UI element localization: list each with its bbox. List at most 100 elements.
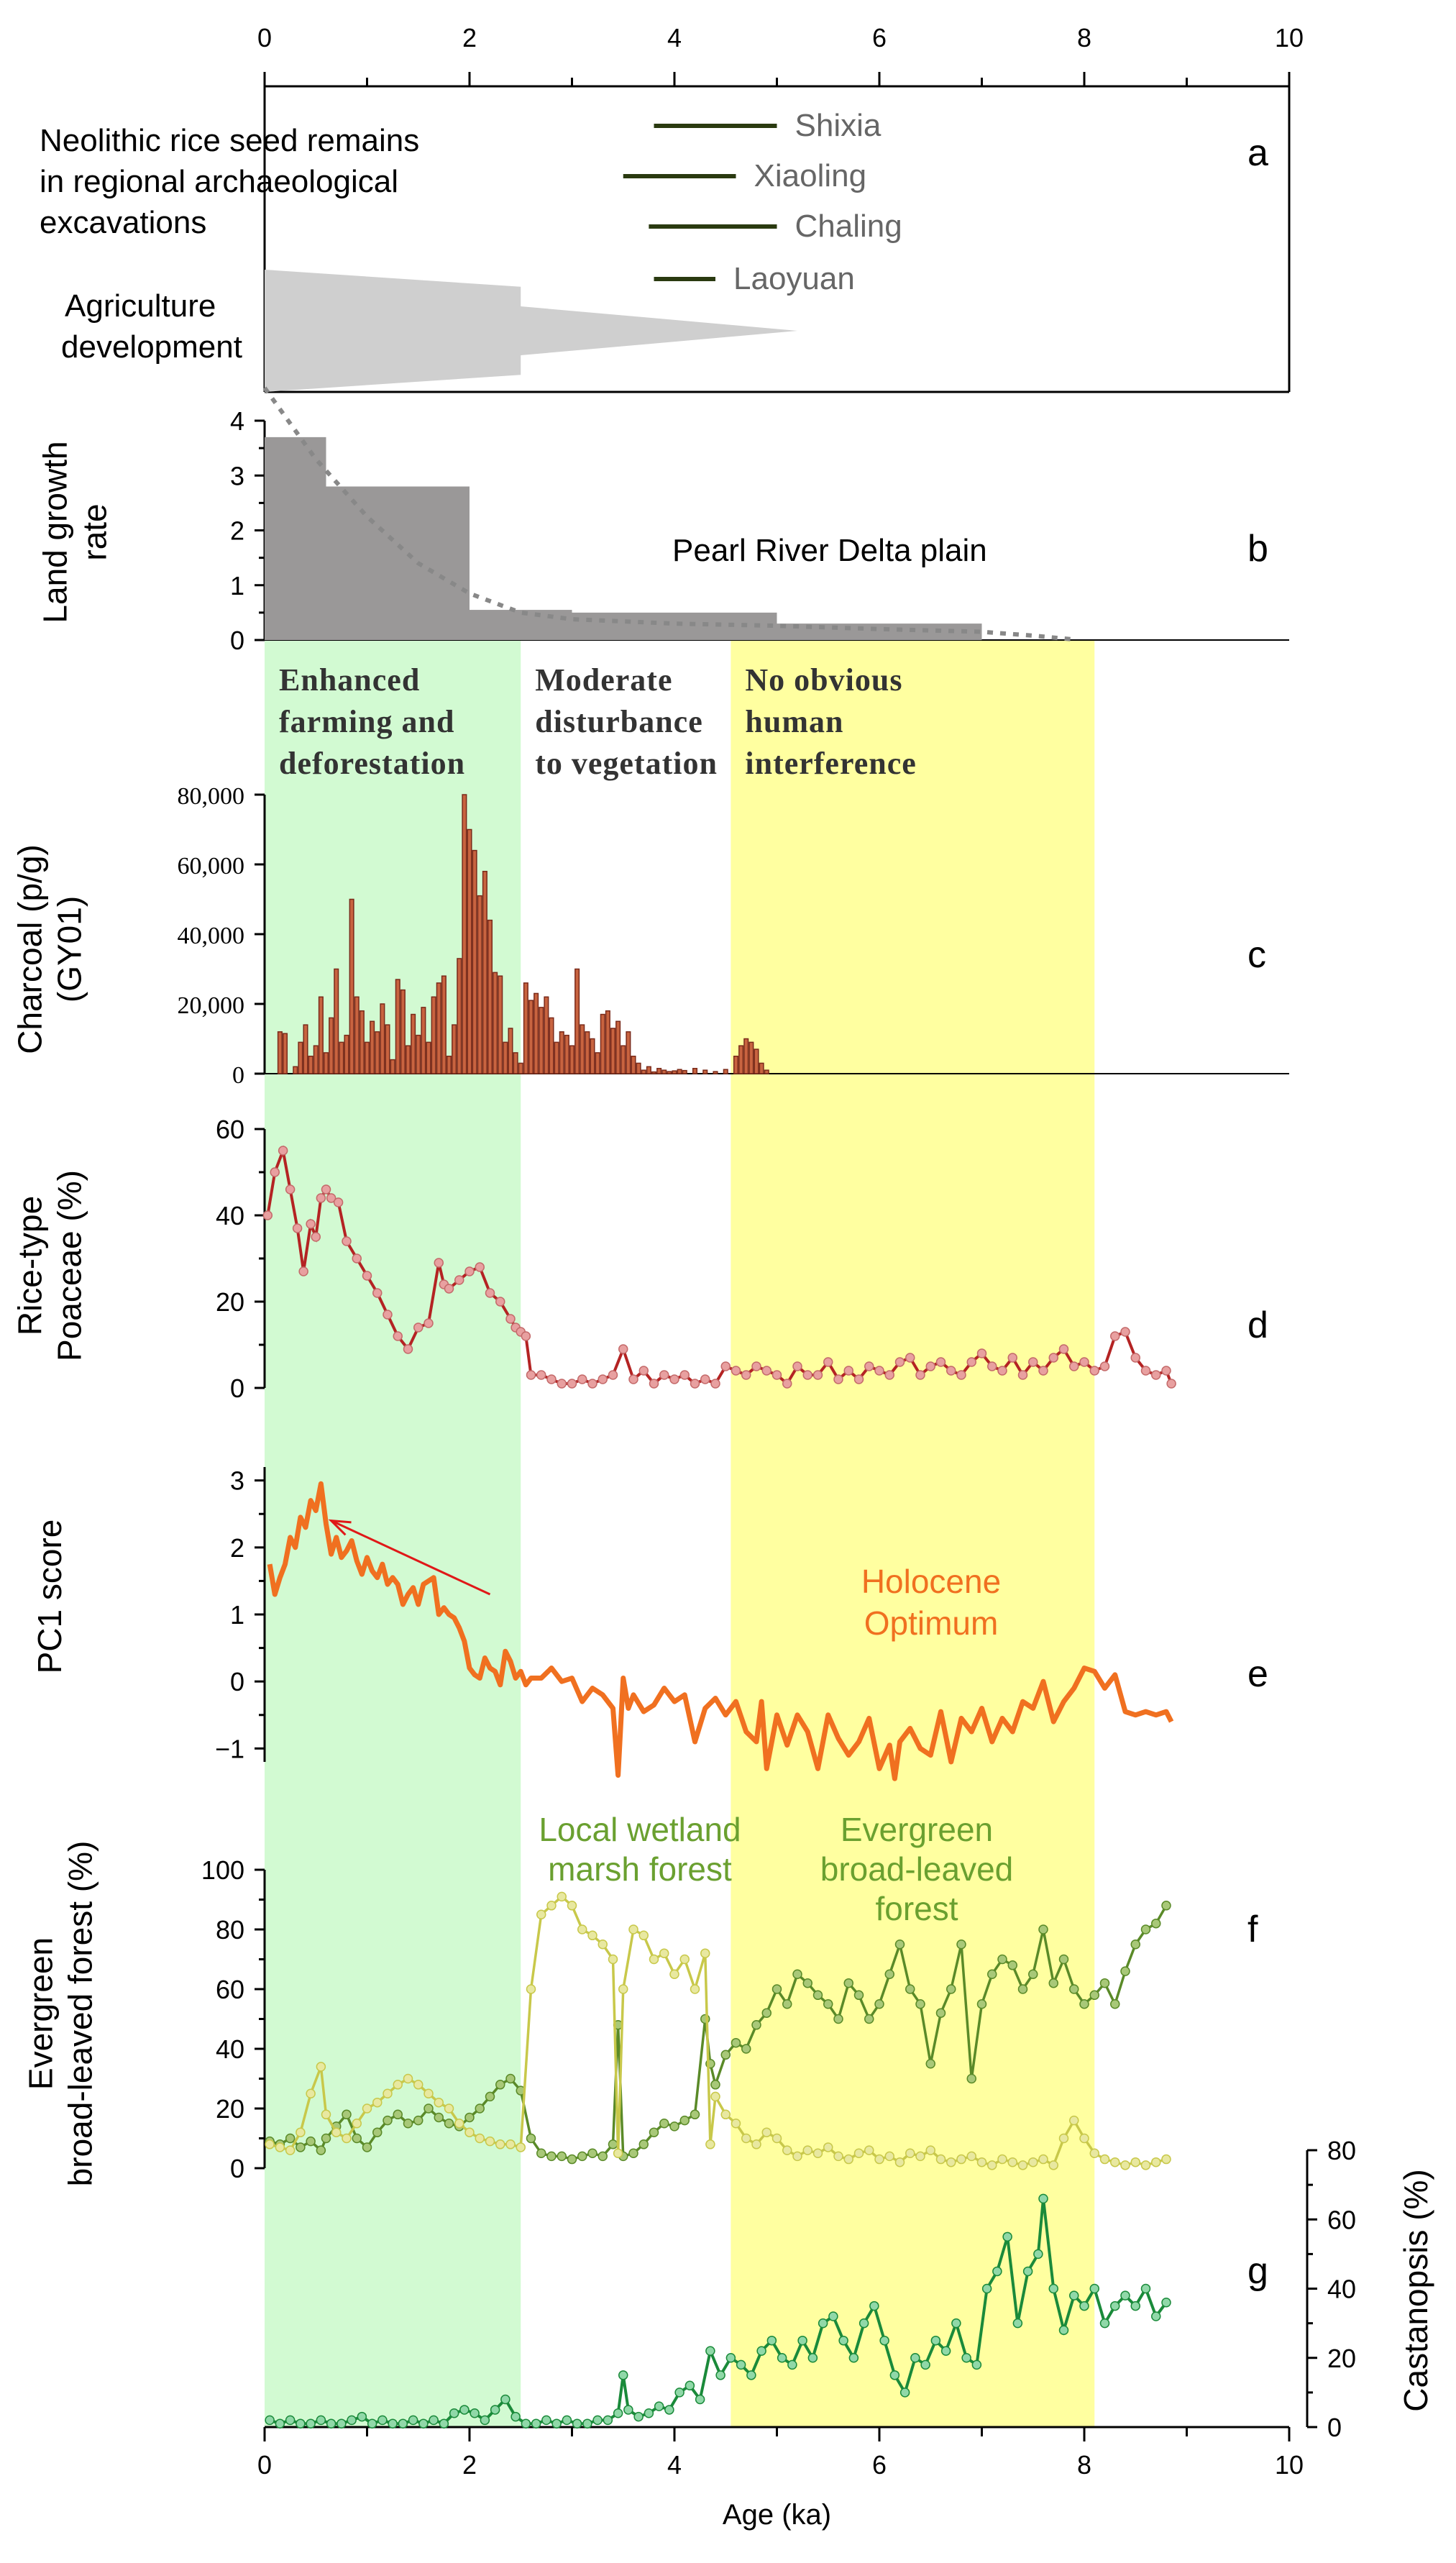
evergreen-forest-point <box>710 2080 720 2090</box>
evergreen-forest-point <box>403 2119 413 2129</box>
evergreen-forest-point <box>761 2008 772 2018</box>
rice-poaceae-point <box>669 1374 679 1384</box>
rice-poaceae-point <box>362 1271 372 1281</box>
castanopsis-point <box>347 2415 357 2426</box>
castanopsis-point <box>500 2394 510 2405</box>
wetland-forest-point <box>464 2127 475 2137</box>
panel-f-ylabel-line: Evergreen <box>22 1937 60 2090</box>
rice-poaceae-point <box>894 1357 905 1367</box>
castanopsis-point <box>367 2418 377 2429</box>
wetland-forest-point <box>731 2119 741 2129</box>
evergreen-forest-point <box>306 2136 316 2147</box>
panel-a-agri-label: development <box>61 329 242 365</box>
charcoal-bar <box>503 1041 508 1074</box>
rice-poaceae-point <box>782 1379 792 1389</box>
castanopsis-point <box>930 2335 941 2346</box>
wetland-forest-point <box>393 2080 403 2090</box>
rice-poaceae-point <box>342 1236 352 1246</box>
panel-c-ylabel-line: (GY01) <box>51 896 88 1002</box>
charcoal-bar <box>426 1041 431 1074</box>
evergreen-forest-point <box>690 2109 700 2120</box>
charcoal-bar <box>416 1034 421 1074</box>
wetland-forest-point <box>1120 2160 1130 2170</box>
evergreen-forest-point <box>874 1999 884 2009</box>
rice-poaceae-point <box>1161 1366 1171 1376</box>
panel-letter-f: f <box>1247 1909 1258 1950</box>
evergreen-forest-point <box>372 2127 383 2137</box>
castanopsis-point <box>1140 2283 1151 2294</box>
rice-poaceae-point <box>326 1193 336 1203</box>
rice-poaceae-point <box>262 1210 273 1220</box>
castanopsis-point <box>828 2311 838 2321</box>
wetland-forest-point <box>1161 2154 1171 2165</box>
wetland-forest-point <box>1151 2157 1161 2167</box>
bottom-x-tick-label: 10 <box>1275 2450 1304 2480</box>
rice-poaceae-point <box>659 1370 669 1380</box>
rice-poaceae-point <box>608 1370 618 1380</box>
charcoal-bar <box>759 1062 764 1074</box>
rice-poaceae-point <box>306 1219 316 1229</box>
charcoal-bar <box>308 1056 313 1074</box>
wetland-label: Local wetland <box>539 1811 741 1848</box>
charcoal-bar <box>692 1067 698 1074</box>
rice-poaceae-point <box>649 1379 659 1389</box>
castanopsis-point <box>971 2359 982 2370</box>
wetland-forest-point <box>618 1984 628 1994</box>
wetland-forest-point <box>1017 2160 1028 2170</box>
castanopsis-point <box>756 2346 766 2356</box>
wetland-forest-point <box>285 2145 296 2155</box>
castanopsis-point <box>838 2335 848 2346</box>
wetland-forest-point <box>956 2154 966 2165</box>
castanopsis-point <box>521 2418 531 2429</box>
charcoal-bar <box>452 1024 457 1074</box>
panel-letter-b: b <box>1247 528 1268 570</box>
charcoal-bar <box>323 1052 329 1074</box>
agriculture-wedge <box>265 270 797 392</box>
castanopsis-point <box>377 2415 388 2426</box>
rice-poaceae-point <box>464 1266 475 1276</box>
panel-e-y-tick-label: 1 <box>230 1600 244 1630</box>
rice-poaceae-point <box>1048 1353 1058 1363</box>
wetland-forest-point <box>638 1930 649 1941</box>
panel-a-label: in regional archaeological <box>40 164 398 199</box>
wetland-forest-point <box>1110 2157 1120 2167</box>
top-x-tick-label: 4 <box>667 23 682 52</box>
castanopsis-point <box>633 2411 644 2422</box>
panel-c-ylabel: Charcoal (p/g) (GY01) <box>12 844 88 1054</box>
castanopsis-point <box>879 2335 889 2346</box>
rice-poaceae-point <box>321 1184 331 1194</box>
rice-poaceae-point <box>423 1318 434 1328</box>
evergreen-forest-point <box>772 1984 782 1994</box>
charcoal-bar <box>395 979 400 1074</box>
wetland-forest-point <box>1079 2133 1089 2144</box>
bottom-x-tick-label: 4 <box>667 2450 682 2480</box>
charcoal-bar <box>748 1041 754 1074</box>
castanopsis-point <box>1161 2298 1171 2308</box>
rice-poaceae-point <box>403 1344 413 1354</box>
charcoal-bar <box>405 1045 411 1074</box>
evergreen-forest-point <box>1089 1990 1099 2001</box>
panel-d-y-tick-label: 40 <box>216 1201 244 1230</box>
panel-c-y-tick-label: 0 <box>232 1062 244 1089</box>
charcoal-bar <box>334 968 339 1074</box>
charcoal-bar <box>400 989 406 1074</box>
rice-poaceae-point <box>270 1167 280 1177</box>
charcoal-bar <box>590 1038 595 1074</box>
wetland-forest-point <box>275 2142 285 2152</box>
castanopsis-point <box>766 2335 777 2346</box>
castanopsis-point <box>1110 2301 1120 2311</box>
wetland-forest-point <box>997 2154 1007 2165</box>
castanopsis-point <box>654 2401 664 2411</box>
wetland-forest-point <box>1089 2148 1099 2158</box>
castanopsis-point <box>684 2380 695 2390</box>
rice-poaceae-point <box>874 1366 884 1376</box>
castanopsis-point <box>1069 2290 1079 2301</box>
charcoal-bar <box>621 1045 626 1074</box>
rice-poaceae-point <box>905 1353 915 1363</box>
rice-poaceae-point <box>1028 1357 1038 1367</box>
charcoal-bar <box>513 1052 518 1074</box>
castanopsis-point <box>807 2353 818 2363</box>
castanopsis-point <box>1048 2283 1058 2294</box>
wetland-forest-point <box>352 2119 362 2129</box>
rice-poaceae-point <box>587 1379 597 1389</box>
